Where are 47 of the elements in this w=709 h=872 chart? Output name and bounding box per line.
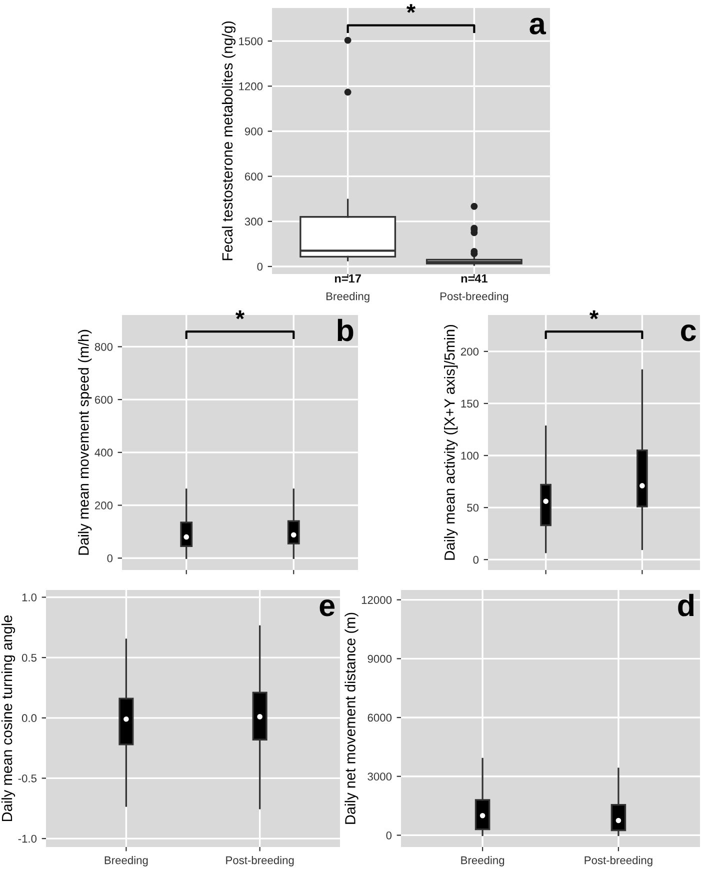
y-tick-label: 1200 <box>239 82 263 90</box>
y-axis-title: Fecal testosterone metabolites (ng/g) <box>222 22 236 260</box>
x-tick-label: Breeding <box>104 856 148 866</box>
y-tick-label: 0 <box>473 556 479 564</box>
y-tick-label: 300 <box>244 218 263 226</box>
y-tick-label: 0 <box>386 831 392 840</box>
y-tick-label: 12000 <box>362 596 392 604</box>
y-tick-label: -1.0 <box>18 834 37 843</box>
y-tick-label: 50 <box>467 504 479 512</box>
y-tick-label: 6000 <box>368 714 392 722</box>
annotation: * <box>235 310 245 320</box>
y-axis-title: Daily net movement distance (m) <box>344 612 358 824</box>
chart-title: b <box>338 318 354 342</box>
text: n=41 <box>461 274 488 283</box>
x-tick-label: Breeding <box>326 292 370 302</box>
y-tick-label: 200 <box>460 348 479 356</box>
y-tick-label: 3000 <box>368 772 392 781</box>
chart-title: e <box>320 600 335 616</box>
annotation: * <box>589 310 599 320</box>
y-tick-label: 800 <box>94 342 113 351</box>
chart-title: c <box>681 324 696 342</box>
y-tick-label: 9000 <box>368 654 392 663</box>
y-tick-label: 100 <box>461 452 479 460</box>
y-axis-title: Daily mean cosine turning angle <box>1 615 16 822</box>
chart-title: a <box>530 18 546 34</box>
chart-title: d <box>678 594 694 616</box>
y-tick-label: 900 <box>244 128 263 136</box>
y-tick-label: 1500 <box>239 37 263 46</box>
y-tick-label: 0.0 <box>22 714 37 722</box>
x-tick-label: Post-breeding <box>584 856 652 866</box>
y-tick-label: 600 <box>95 396 113 404</box>
y-tick-label: 150 <box>461 400 479 408</box>
y-tick-label: 600 <box>245 172 263 180</box>
y-axis-title: Daily mean movement speed (m/h) <box>78 330 92 555</box>
y-tick-label: 0.5 <box>22 654 37 662</box>
x-tick-label: Post-breeding <box>440 292 508 302</box>
x-tick-label: Breeding <box>461 856 504 866</box>
y-tick-label: 0 <box>257 262 263 271</box>
y-tick-label: 1.0 <box>22 594 37 602</box>
text: n=17 <box>334 274 361 283</box>
x-tick-label: Post-breeding <box>226 856 294 866</box>
annotation: * <box>406 4 416 13</box>
y-tick-label: 200 <box>94 502 113 510</box>
y-tick-label: 400 <box>94 448 113 457</box>
y-tick-label: -0.5 <box>18 774 37 782</box>
y-tick-label: 0 <box>107 554 113 562</box>
y-axis-title: Daily mean activity ([X+Y axis]/5min) <box>444 325 458 560</box>
